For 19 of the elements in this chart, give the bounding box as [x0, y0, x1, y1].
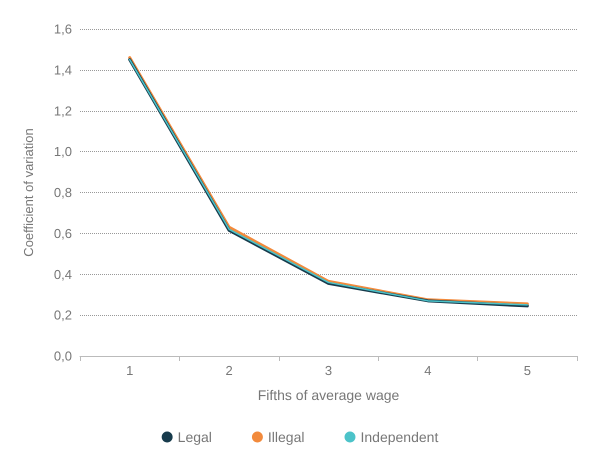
- x-tick-label: 2: [225, 363, 233, 378]
- y-tick-label: 1,4: [54, 62, 72, 78]
- x-tick-label: 5: [524, 363, 531, 378]
- y-tick-label: 1,2: [54, 103, 72, 118]
- legend-label: Legal: [178, 429, 212, 445]
- y-tick-label: 0,2: [54, 308, 72, 323]
- x-axis-title: Fifths of average wage: [258, 387, 400, 403]
- y-axis-title: Coefficient of variation: [21, 128, 36, 257]
- y-tick-label: 0,0: [54, 348, 72, 364]
- y-tick-label: 1,0: [54, 144, 72, 160]
- y-tick-label: 0,8: [54, 185, 72, 200]
- x-tick-label: 4: [424, 363, 432, 378]
- legend-label: Illegal: [268, 429, 305, 445]
- y-tick-label: 0,6: [54, 226, 72, 241]
- y-tick-label: 0,4: [54, 266, 72, 282]
- legend-label: Independent: [360, 429, 438, 445]
- y-tick-label: 1,6: [54, 22, 72, 36]
- x-tick-label: 1: [126, 363, 134, 378]
- x-tick-label: 3: [324, 363, 332, 378]
